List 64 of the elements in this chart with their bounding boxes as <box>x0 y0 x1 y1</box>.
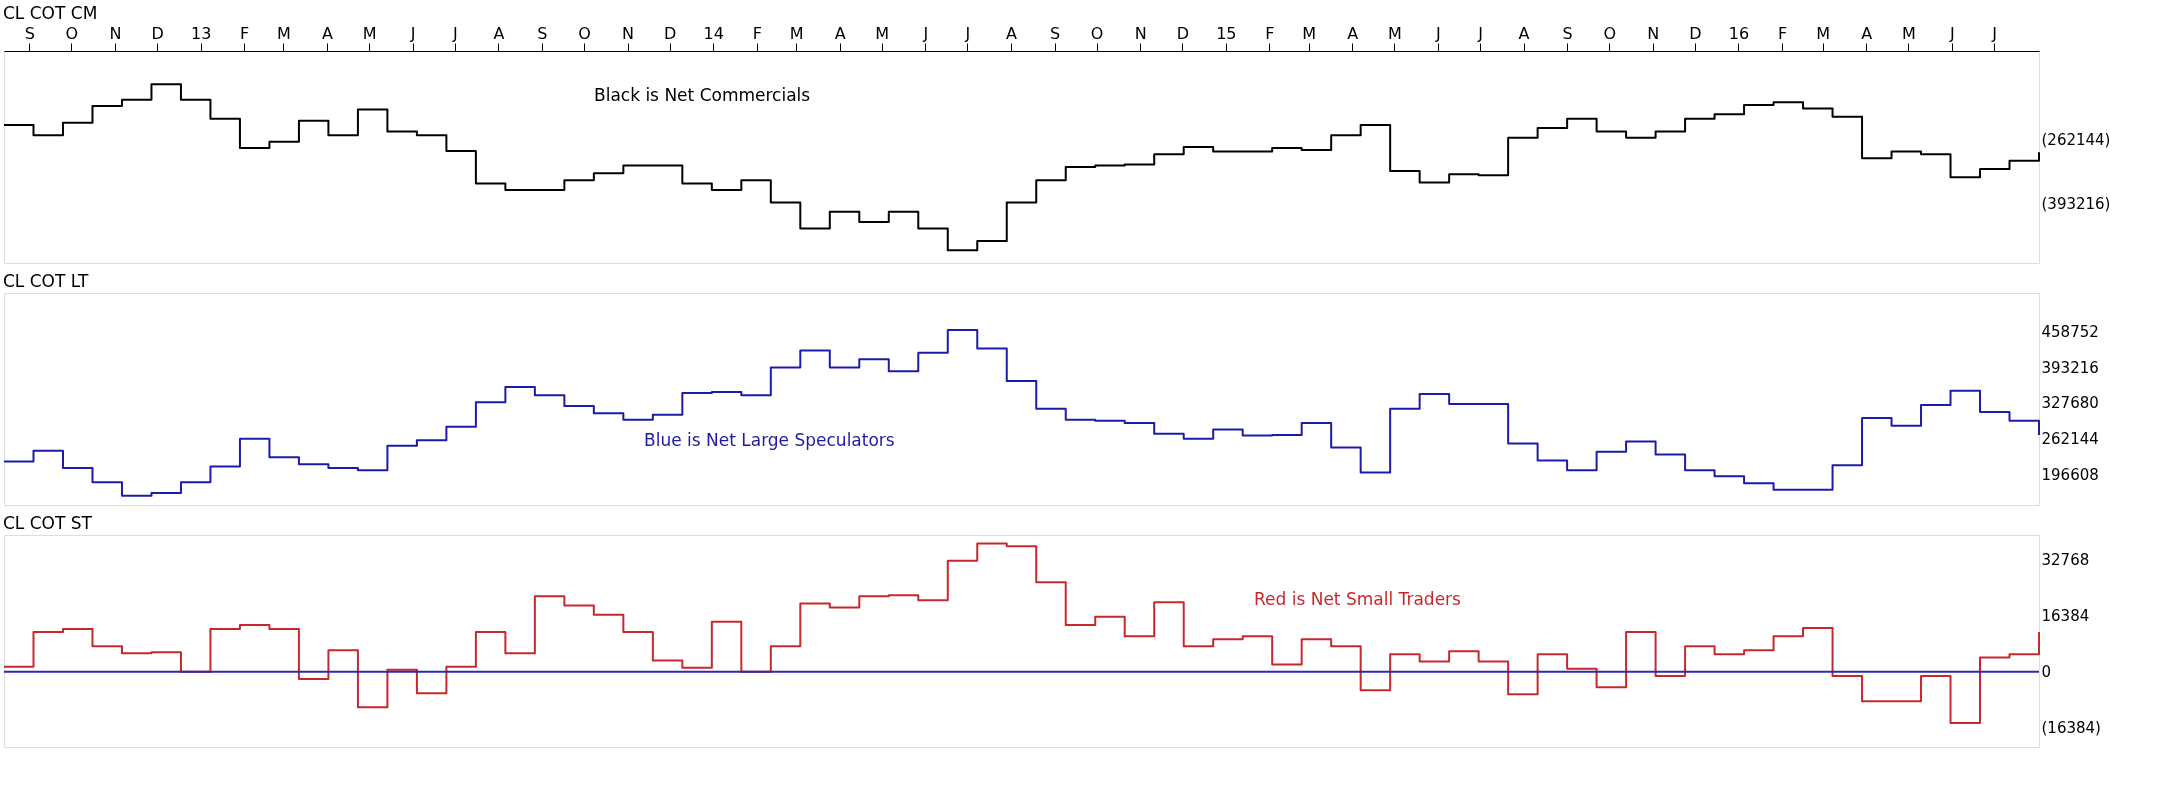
y-tick-label: 262144 <box>2041 430 2099 449</box>
x-tick-label: 16 <box>1728 23 1750 43</box>
x-tick-label: N <box>109 23 122 43</box>
x-tick-label: A <box>1861 23 1873 43</box>
x-tick-label: F <box>1777 23 1788 43</box>
x-tick-label: J <box>1477 23 1483 43</box>
y-tick-label: 16384 <box>2041 607 2090 626</box>
x-tick-label: J <box>1949 23 1955 43</box>
y-tick-label: (16384) <box>2041 719 2101 738</box>
x-tick-label: A <box>1347 23 1359 43</box>
x-tick-label: F <box>752 23 762 43</box>
x-tick-label: F <box>1265 23 1275 43</box>
chart-title: CL COT LT <box>3 271 89 291</box>
x-tick-label: 13 <box>190 23 212 43</box>
x-tick-label: S <box>1562 23 1573 43</box>
x-tick-label: M <box>789 23 804 43</box>
x-tick-label: J <box>964 23 971 43</box>
x-tick-label: J <box>922 23 929 43</box>
x-tick-label: M <box>1302 23 1317 43</box>
x-tick-label: M <box>1901 23 1916 43</box>
y-tick-label: 458752 <box>2041 323 2099 342</box>
x-tick-label: S <box>24 23 35 43</box>
y-tick-label: (393216) <box>2041 195 2111 214</box>
y-tick-label: 196608 <box>2041 465 2099 484</box>
annotation: Blue is Net Large Speculators <box>644 430 895 450</box>
chart-title: CL COT CM <box>3 3 98 23</box>
x-tick-label: O <box>578 23 591 43</box>
x-tick-label: J <box>1991 23 1997 43</box>
x-tick-label: O <box>65 23 79 43</box>
y-tick-label: 393216 <box>2041 358 2099 377</box>
x-tick-label: D <box>1176 23 1189 43</box>
x-tick-label: O <box>1090 23 1104 43</box>
x-tick-label: M <box>1816 23 1831 43</box>
x-tick-label: D <box>1689 23 1702 43</box>
x-tick-label: A <box>322 23 334 43</box>
x-tick-label: M <box>277 23 291 43</box>
x-tick-label: A <box>1518 23 1530 43</box>
x-tick-label: S <box>1049 23 1061 43</box>
x-tick-label: N <box>1134 23 1147 43</box>
annotation: Black is Net Commercials <box>594 85 811 105</box>
y-tick-label: (262144) <box>2041 131 2111 150</box>
x-tick-label: N <box>622 23 635 43</box>
x-tick-label: J <box>1435 23 1441 43</box>
annotation: Red is Net Small Traders <box>1254 589 1462 609</box>
x-tick-label: M <box>875 23 890 43</box>
x-tick-label: N <box>1647 23 1660 43</box>
x-tick-label: F <box>240 23 250 43</box>
x-tick-label: S <box>537 23 548 43</box>
x-tick-label: D <box>151 23 164 43</box>
x-tick-label: D <box>664 23 677 43</box>
y-tick-label: 0 <box>2041 663 2052 682</box>
x-tick-label: M <box>1387 23 1402 43</box>
x-tick-label: A <box>1005 23 1017 43</box>
chart-title: CL COT ST <box>3 513 93 533</box>
x-tick-label: J <box>451 23 458 43</box>
x-tick-label: J <box>409 23 416 43</box>
x-tick-label: 15 <box>1216 23 1237 43</box>
x-tick-label: A <box>834 23 846 43</box>
y-tick-label: 327680 <box>2041 394 2099 413</box>
x-tick-label: A <box>493 23 505 43</box>
x-tick-label: 14 <box>703 23 724 43</box>
x-tick-label: M <box>362 23 377 43</box>
x-tick-label: O <box>1603 23 1617 43</box>
y-tick-label: 32768 <box>2041 551 2090 570</box>
